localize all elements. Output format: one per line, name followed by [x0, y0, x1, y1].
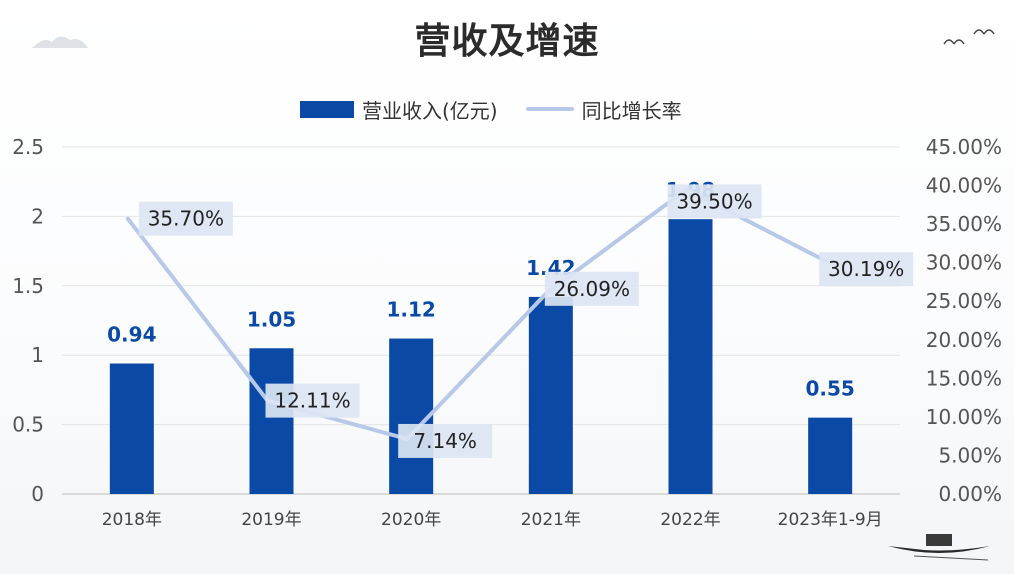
y-left-tick-label: 2 [31, 204, 44, 228]
line-value-label: 39.50% [676, 189, 752, 213]
line-value-label: 26.09% [554, 277, 630, 301]
line-value-label: 12.11% [274, 389, 350, 413]
y-right-tick-label: 0.00% [938, 482, 1002, 506]
line-value-label: 30.19% [828, 257, 904, 281]
legend: 营业收入(亿元) 同比增长率 [300, 94, 682, 124]
x-tick-label: 2022年 [660, 510, 720, 530]
y-right-tick-label: 45.00% [926, 135, 1002, 159]
line-label-box [667, 184, 762, 219]
y-left-tick-label: 1 [31, 343, 44, 367]
y-right-tick-label: 20.00% [926, 328, 1002, 352]
bar [808, 417, 853, 494]
birds-decoration-icon [940, 22, 1000, 56]
y-right-tick-label: 40.00% [926, 174, 1002, 198]
legend-line-label: 同比增长率 [581, 98, 682, 123]
bar-value-label: 0.55 [805, 377, 854, 401]
bar [668, 219, 713, 494]
legend-line-swatch [525, 107, 574, 111]
bar [528, 296, 573, 494]
legend-bar-label: 营业收入(亿元) [362, 98, 498, 123]
line-label-box [138, 201, 233, 236]
bar [389, 338, 434, 494]
x-tick-label: 2023年1-9月 [778, 510, 883, 530]
y-left-tick-label: 2.5 [12, 135, 44, 159]
bar [109, 363, 154, 494]
x-tick-label: 2020年 [381, 510, 441, 530]
bar-value-label: 1.12 [386, 298, 435, 322]
chart-title: 营收及增速 [414, 21, 600, 62]
y-right-tick-label: 30.00% [926, 251, 1002, 275]
y-left-tick-label: 0 [31, 482, 44, 506]
bar-value-label: 1.05 [247, 307, 296, 331]
bar [249, 348, 294, 494]
x-tick-label: 2018年 [102, 510, 162, 530]
y-left-tick-label: 0.5 [12, 413, 44, 437]
growth-rate-point [125, 216, 130, 221]
x-tick-label: 2019年 [241, 510, 301, 530]
y-left-tick-label: 1.5 [12, 274, 44, 298]
x-tick-label: 2021年 [521, 510, 581, 530]
y-right-tick-label: 10.00% [926, 405, 1002, 429]
bar-value-label: 0.94 [107, 323, 156, 347]
line-label-box [819, 252, 914, 287]
y-right-tick-label: 5.00% [938, 443, 1002, 467]
line-label-box [265, 383, 360, 418]
boat-decoration-icon [884, 526, 994, 566]
line-label-box [544, 271, 639, 306]
legend-bar-swatch [300, 100, 354, 118]
y-right-tick-label: 25.00% [926, 289, 1002, 313]
mountain-decoration-icon [30, 30, 90, 56]
y-right-tick-label: 35.00% [926, 212, 1002, 236]
y-right-tick-label: 15.00% [926, 366, 1002, 390]
line-label-box [398, 423, 493, 458]
line-value-label: 35.70% [148, 207, 224, 231]
line-value-label: 7.14% [413, 429, 477, 453]
